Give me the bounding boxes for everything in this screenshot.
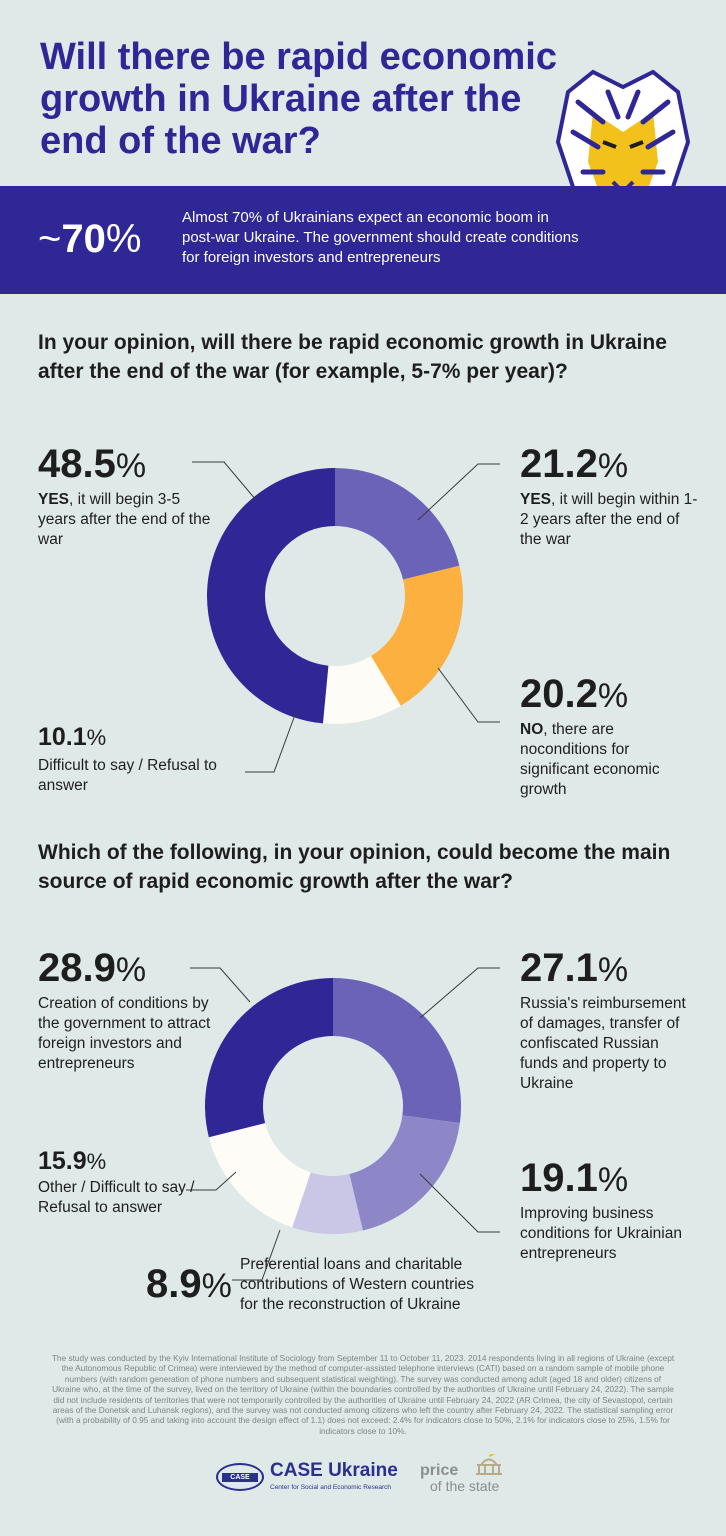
slice-preferential-loans	[292, 1172, 363, 1234]
question-1: In your opinion, will there be rapid eco…	[38, 331, 667, 383]
answer-text: , it will begin within 1-2 years after t…	[520, 491, 698, 548]
page-title: Will there be rapid economic growth in U…	[40, 36, 557, 162]
answer-text: Improving business conditions for Ukrain…	[520, 1205, 682, 1262]
methodology-footnote: The study was conducted by the Kyiv Inte…	[51, 1353, 675, 1436]
slice-business-conditions	[349, 1115, 460, 1231]
case-mark-icon: CASE	[216, 1463, 264, 1491]
stat-c2-loans-value: 8.9%	[146, 1262, 232, 1306]
case-ukraine-logo: CASE CASE Ukraine Center for Social and …	[216, 1458, 398, 1498]
slice-reimbursement	[333, 978, 461, 1124]
answer-text: Russia's reimbursement of damages, trans…	[520, 995, 686, 1092]
pct-value: 21.2	[520, 442, 598, 486]
leader-c2-business	[419, 1173, 500, 1233]
stat-c2-government: 28.9% Creation of conditions by the gove…	[38, 946, 218, 1074]
pct-sign: %	[597, 447, 629, 485]
pct-value: 28.9	[38, 946, 116, 990]
banner-text: Almost 70% of Ukrainians expect an econo…	[182, 209, 579, 266]
stat-c1-difficult: 10.1% Difficult to say / Refusal to answ…	[38, 722, 218, 796]
price-logo-line1: price	[420, 1462, 459, 1479]
pct-value: 48.5	[38, 442, 116, 486]
pct-sign: %	[201, 1267, 232, 1305]
answer-bold: YES	[38, 491, 70, 508]
pct-sign: %	[597, 1161, 629, 1199]
stat-c2-reimbursement: 27.1% Russia's reimbursement of damages,…	[520, 946, 700, 1094]
summary-banner: ~70% Almost 70% of Ukrainians expect an …	[0, 186, 726, 294]
pct-value: 8.9	[146, 1262, 202, 1306]
slice-government-conditions	[205, 978, 333, 1138]
answer-bold: YES	[520, 491, 552, 508]
question-2: Which of the following, in your opinion,…	[38, 841, 671, 893]
leader-c1-yes-1-2	[417, 463, 500, 521]
answer-text: Difficult to say / Refusal to answer	[38, 757, 217, 794]
slice-yes-1-2-years	[335, 468, 460, 580]
stat-c1-no: 20.2% NO, there are noconditions for sig…	[520, 672, 700, 800]
case-logo-subtitle: Center for Social and Economic Research	[270, 1484, 392, 1491]
banner-stat: ~70%	[38, 217, 142, 261]
stat-c2-other: 15.9% Other / Difficult to say / Refusal…	[38, 1146, 218, 1218]
answer-text: , it will begin 3-5 years after the end …	[38, 491, 211, 548]
stat-c1-yes-1-2-years: 21.2% YES, it will begin within 1-2 year…	[520, 442, 700, 550]
leader-c1-no	[437, 667, 500, 723]
price-logo-line2: of the state	[430, 1478, 500, 1494]
answer-bold: NO	[520, 721, 544, 738]
pct-value: 10.1	[38, 723, 87, 751]
pct-sign: %	[597, 677, 629, 715]
pct-value: 19.1	[520, 1156, 598, 1200]
slice-difficult	[322, 656, 401, 724]
answer-text: Preferential loans and charitable contri…	[240, 1256, 475, 1313]
pct-sign: %	[86, 1149, 107, 1174]
pct-value: 20.2	[520, 672, 598, 716]
pct-sign: %	[597, 951, 629, 989]
stat-c2-loans-text: Preferential loans and charitable contri…	[240, 1255, 480, 1315]
slice-other	[208, 1123, 311, 1228]
answer-text: , there are noconditions for significant…	[520, 721, 660, 798]
stat-c1-yes-3-5-years: 48.5% YES, it will begin 3-5 years after…	[38, 442, 218, 550]
answer-text: Creation of conditions by the government…	[38, 995, 211, 1072]
pct-sign: %	[115, 951, 147, 989]
pct-sign: %	[115, 447, 147, 485]
pct-value: 27.1	[520, 946, 598, 990]
slice-yes-3-5-years	[206, 468, 335, 724]
answer-text: Other / Difficult to say / Refusal to an…	[38, 1179, 195, 1216]
building-icon	[476, 1454, 502, 1475]
stat-c2-business: 19.1% Improving business conditions for …	[520, 1156, 700, 1264]
leader-c2-reimbursement	[419, 967, 500, 1019]
slice-no	[371, 565, 463, 706]
case-logo-name: CASE Ukraine	[270, 1460, 398, 1481]
price-of-the-state-logo: price of the state	[420, 1454, 520, 1500]
pct-value: 15.9	[38, 1147, 87, 1175]
pct-sign: %	[86, 725, 107, 750]
leader-c1-difficult	[245, 711, 297, 773]
